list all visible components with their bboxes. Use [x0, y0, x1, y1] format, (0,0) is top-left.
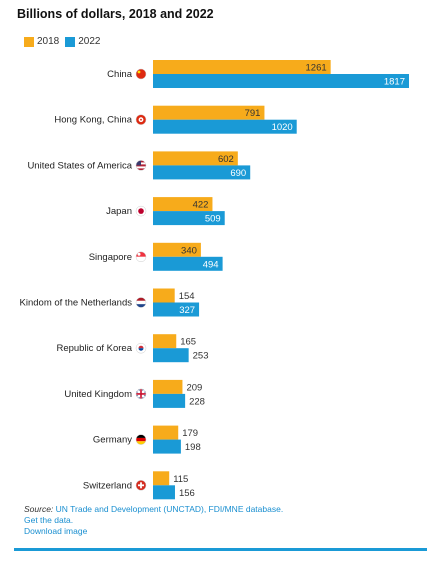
value-label-2018: 165: [180, 337, 196, 348]
value-label-2018: 340: [181, 245, 197, 256]
bar-2022: [153, 348, 189, 363]
value-label-2018: 209: [186, 382, 202, 393]
value-label-2022: 690: [230, 168, 246, 179]
legend-item-2018: 2018: [24, 36, 59, 47]
uk-flag-icon: [135, 388, 147, 400]
bar-2018: [153, 334, 177, 349]
value-label-2022: 156: [179, 488, 195, 499]
category-label: China: [107, 69, 133, 80]
bar-2022: [153, 74, 409, 88]
bar-2018: [153, 105, 265, 120]
china-flag-icon: [135, 68, 147, 80]
category-label: Switzerland: [83, 480, 132, 491]
value-label-2022: 1020: [272, 122, 293, 133]
get-data-link[interactable]: Get the data.: [24, 515, 74, 525]
category-label: Republic of Korea: [56, 343, 132, 354]
category-label: United Kingdom: [64, 389, 132, 400]
bar-2022: [153, 393, 186, 408]
download-image-link[interactable]: Download image: [24, 526, 88, 536]
value-label-2022: 509: [205, 214, 221, 225]
bar-2018: [153, 60, 331, 74]
bar-2022: [153, 165, 251, 180]
category-label: Hong Kong, China: [54, 115, 132, 126]
value-label-2018: 179: [182, 428, 198, 439]
legend-label-2018: 2018: [37, 36, 60, 47]
value-label-2018: 154: [179, 291, 195, 302]
value-label-2018: 602: [218, 154, 234, 165]
category-label: Germany: [93, 435, 132, 446]
value-label-2018: 1261: [306, 63, 327, 74]
legend-swatch-2018: [24, 36, 34, 47]
value-label-2022: 494: [203, 259, 219, 270]
usa-flag-icon: [135, 160, 147, 171]
legend: 2018 2022: [24, 36, 107, 47]
value-label-2018: 791: [245, 108, 261, 119]
bar-2018: [153, 197, 213, 212]
source-link[interactable]: UN Trade and Development (UNCTAD), FDI/M…: [53, 504, 284, 514]
bar-2018: [153, 379, 183, 394]
bar-2022: [153, 256, 223, 271]
value-label-2022: 198: [185, 442, 201, 453]
bar-2018: [153, 471, 170, 486]
bottom-divider: [14, 548, 427, 551]
category-label: Singapore: [89, 252, 132, 263]
bar-2022: [153, 439, 181, 454]
category-label: United States of America: [27, 160, 132, 171]
bar-2022: [153, 211, 225, 226]
singapore-flag-icon: [135, 251, 147, 263]
japan-flag-icon: [135, 205, 147, 217]
footer: Source: UN Trade and Development (UNCTAD…: [24, 504, 283, 537]
switzerland-flag-icon: [135, 480, 147, 491]
bar-2022: [153, 302, 200, 317]
legend-label-2022: 2022: [78, 36, 101, 47]
chart-title: Billions of dollars, 2018 and 2022: [17, 7, 214, 21]
hong-kong-flag-icon: [135, 114, 147, 125]
bar-2018: [153, 425, 179, 440]
legend-swatch-2022: [65, 36, 76, 47]
bar-chart: China 1261 1817 Hong Kong, China 791 1020 Unit…: [20, 60, 409, 500]
value-label-2018: 422: [193, 200, 209, 211]
value-label-2022: 327: [179, 305, 195, 316]
source-label: Source:: [24, 504, 54, 514]
bar-2018: [153, 151, 238, 166]
value-label-2018: 115: [173, 474, 188, 485]
bar-2018: [153, 288, 175, 303]
germany-flag-icon: [135, 434, 147, 445]
value-label-2022: 1817: [384, 77, 405, 88]
value-label-2022: 253: [193, 351, 209, 362]
bar-2022: [153, 119, 297, 134]
category-label: Japan: [106, 206, 132, 217]
legend-item-2022: 2022: [65, 36, 101, 47]
value-label-2022: 228: [189, 396, 205, 407]
category-label: Kindom of the Netherlands: [20, 298, 133, 309]
bar-2018: [153, 242, 201, 257]
bar-2022: [153, 485, 175, 500]
source-line: Source: UN Trade and Development (UNCTAD…: [24, 504, 283, 515]
netherlands-flag-icon: [135, 297, 147, 308]
korea-flag-icon: [135, 342, 147, 354]
